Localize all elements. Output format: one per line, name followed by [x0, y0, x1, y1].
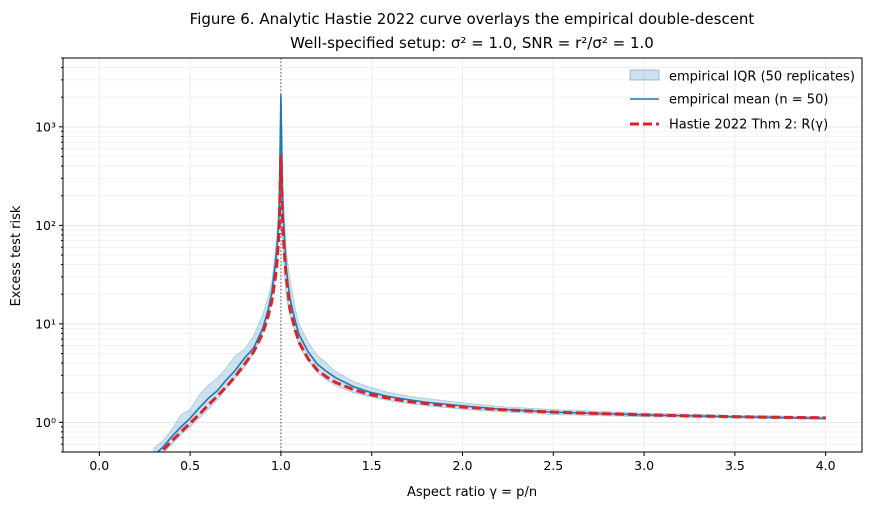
- legend-label: Hastie 2022 Thm 2: R(γ): [669, 118, 828, 133]
- x-tick-label: 1.5: [362, 458, 382, 473]
- x-tick-label: 4.0: [816, 458, 836, 473]
- x-tick-label: 2.5: [543, 458, 563, 473]
- x-tick-label: 1.0: [271, 458, 291, 473]
- chart-subtitle: Well-specified setup: σ² = 1.0, SNR = r²…: [290, 34, 654, 52]
- y-tick-label: 10¹: [35, 316, 56, 331]
- legend-swatch-iqr: [629, 69, 660, 81]
- empirical-mean-line: [156, 94, 826, 452]
- y-axis-label: Excess test risk: [9, 205, 24, 306]
- x-axis-label: Aspect ratio γ = p/n: [407, 485, 537, 500]
- y-tick-label: 10³: [35, 119, 56, 134]
- x-tick-label: 0.0: [89, 458, 109, 473]
- hastie-curve: [158, 155, 826, 452]
- x-tick-label: 3.0: [634, 458, 654, 473]
- legend: empirical IQR (50 replicates) empirical m…: [629, 69, 855, 133]
- x-tick-label: 3.5: [725, 458, 745, 473]
- legend-label: empirical IQR (50 replicates): [669, 70, 855, 85]
- legend-label: empirical mean (n = 50): [669, 93, 828, 108]
- plot-area: 0.0 0.5 1.0 1.5 2.0 2.5 3.0 3.5 4.0 10⁰ 10¹ 10² 10³: [35, 57, 863, 473]
- x-tick-label: 0.5: [180, 458, 200, 473]
- x-tick-label: 2.0: [453, 458, 473, 473]
- chart-title: Figure 6. Analytic Hastie 2022 curve ove…: [190, 10, 755, 28]
- y-tick-label: 10²: [35, 218, 56, 233]
- y-tick-label: 10⁰: [35, 415, 56, 430]
